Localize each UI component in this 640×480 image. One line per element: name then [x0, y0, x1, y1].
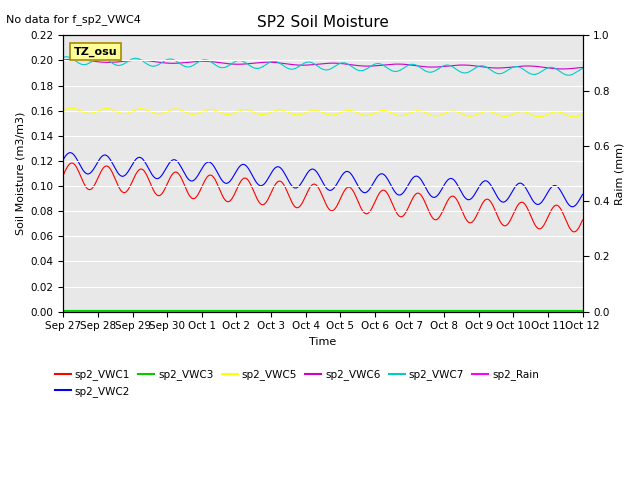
Line: sp2_VWC6: sp2_VWC6: [63, 60, 582, 69]
sp2_VWC7: [355, 68, 363, 73]
sp2_VWC5: [68, 106, 76, 111]
sp2_VWC5: [280, 108, 288, 113]
sp2_VWC5: [300, 110, 308, 116]
sp2_VWC6: [280, 60, 288, 66]
Y-axis label: Raim (mm): Raim (mm): [615, 143, 625, 205]
sp2_VWC6: [291, 62, 299, 68]
sp2_Rain: [291, 309, 298, 314]
sp2_VWC1: [121, 190, 129, 195]
Text: TZ_osu: TZ_osu: [74, 47, 117, 57]
sp2_VWC3: [579, 308, 586, 313]
sp2_Rain: [100, 309, 108, 314]
sp2_VWC2: [579, 192, 586, 197]
sp2_VWC7: [63, 54, 70, 60]
Text: No data for f_sp2_VWC4: No data for f_sp2_VWC4: [6, 14, 141, 25]
sp2_Rain: [300, 309, 308, 314]
sp2_VWC6: [355, 63, 363, 69]
sp2_Rain: [355, 309, 363, 314]
sp2_VWC6: [121, 58, 129, 64]
sp2_VWC1: [60, 172, 67, 178]
sp2_VWC2: [355, 185, 363, 191]
sp2_VWC7: [100, 55, 108, 61]
sp2_VWC3: [121, 308, 129, 313]
sp2_Rain: [280, 309, 287, 314]
sp2_VWC2: [280, 169, 288, 175]
sp2_Rain: [579, 309, 586, 314]
sp2_VWC7: [60, 54, 67, 60]
X-axis label: Time: Time: [309, 337, 337, 347]
sp2_VWC1: [100, 165, 108, 170]
Line: sp2_VWC5: sp2_VWC5: [63, 108, 582, 117]
Title: SP2 Soil Moisture: SP2 Soil Moisture: [257, 15, 389, 30]
sp2_VWC1: [355, 201, 363, 207]
sp2_VWC7: [579, 66, 586, 72]
sp2_VWC6: [100, 60, 108, 65]
sp2_VWC1: [579, 217, 586, 223]
sp2_VWC1: [291, 204, 299, 209]
sp2_VWC1: [300, 196, 308, 202]
sp2_VWC3: [100, 308, 108, 313]
Line: sp2_VWC7: sp2_VWC7: [63, 57, 582, 75]
sp2_VWC2: [67, 150, 74, 156]
sp2_VWC6: [60, 57, 67, 63]
sp2_VWC3: [300, 308, 308, 313]
sp2_VWC2: [121, 172, 129, 178]
sp2_VWC5: [100, 106, 108, 112]
sp2_VWC6: [579, 64, 586, 70]
Line: sp2_VWC2: sp2_VWC2: [63, 153, 582, 207]
sp2_VWC5: [579, 112, 586, 118]
Legend: sp2_VWC1, sp2_VWC2, sp2_VWC3, sp2_VWC5, sp2_VWC6, sp2_VWC7, sp2_Rain: sp2_VWC1, sp2_VWC2, sp2_VWC3, sp2_VWC5, …: [51, 365, 543, 401]
sp2_VWC2: [291, 185, 299, 191]
sp2_VWC7: [565, 72, 573, 78]
sp2_VWC3: [280, 308, 287, 313]
sp2_VWC5: [60, 108, 67, 114]
sp2_VWC2: [300, 176, 308, 181]
sp2_VWC6: [300, 62, 308, 68]
sp2_VWC2: [569, 204, 577, 210]
sp2_VWC5: [570, 114, 578, 120]
sp2_VWC7: [280, 63, 288, 69]
sp2_VWC1: [280, 182, 288, 188]
sp2_VWC7: [300, 60, 308, 66]
sp2_VWC1: [570, 229, 578, 235]
sp2_VWC1: [68, 160, 76, 166]
sp2_VWC5: [291, 112, 299, 118]
sp2_Rain: [121, 309, 129, 314]
sp2_VWC5: [121, 111, 129, 117]
sp2_VWC5: [355, 111, 363, 117]
sp2_Rain: [60, 309, 67, 314]
sp2_VWC2: [100, 152, 108, 158]
sp2_VWC7: [291, 66, 299, 72]
sp2_VWC6: [69, 57, 77, 62]
sp2_VWC3: [291, 308, 298, 313]
sp2_VWC3: [60, 308, 67, 313]
sp2_VWC2: [60, 156, 67, 162]
sp2_VWC3: [355, 308, 363, 313]
Y-axis label: Soil Moisture (m3/m3): Soil Moisture (m3/m3): [15, 112, 25, 235]
sp2_VWC6: [559, 66, 566, 72]
Line: sp2_VWC1: sp2_VWC1: [63, 163, 582, 232]
sp2_VWC7: [121, 60, 129, 66]
